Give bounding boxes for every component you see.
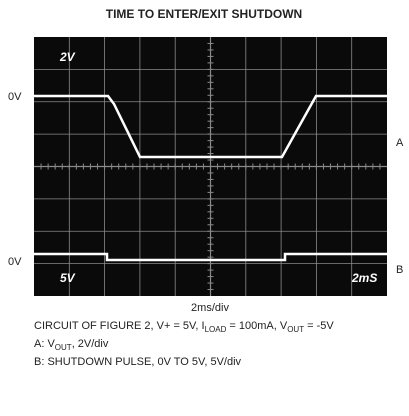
right-label: A [396,137,404,149]
page: TIME TO ENTER/EXIT SHUTDOWN 2V 5V 2mS 0V… [0,0,409,416]
screen-timebase: 2mS [351,271,377,285]
title: TIME TO ENTER/EXIT SHUTDOWN [106,7,302,21]
caption-line: A: VOUT, 2V/div [34,338,109,352]
screen-scale-b: 5V [60,271,76,285]
left-label: 0V [8,91,22,103]
x-label: 2ms/div [191,302,229,314]
caption-line: CIRCUIT OF FIGURE 2, V+ = 5V, ILOAD = 10… [34,320,334,334]
caption-line: B: SHUTDOWN PULSE, 0V TO 5V, 5V/div [34,356,242,368]
screen-scale-a: 2V [59,50,76,64]
left-label: 0V [8,256,22,268]
scope-figure: TIME TO ENTER/EXIT SHUTDOWN 2V 5V 2mS 0V… [0,0,409,416]
right-label: B [396,264,403,276]
